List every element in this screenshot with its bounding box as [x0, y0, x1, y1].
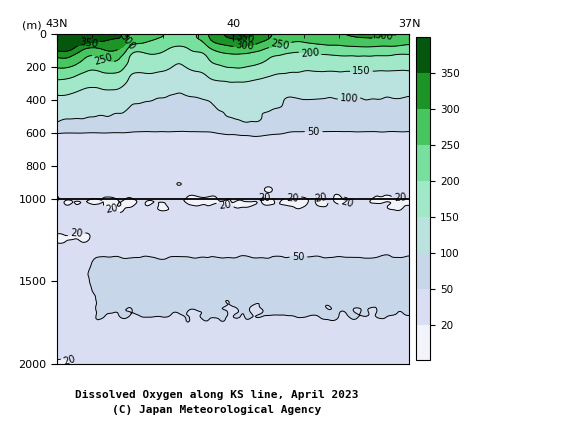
Text: 350: 350 — [79, 37, 99, 49]
Text: 100: 100 — [340, 93, 359, 104]
Text: 300: 300 — [235, 40, 254, 52]
Text: 50: 50 — [292, 252, 304, 262]
Text: 20: 20 — [314, 192, 328, 204]
Text: 20: 20 — [340, 197, 355, 210]
Text: 20: 20 — [394, 193, 407, 203]
Text: 50: 50 — [307, 126, 320, 137]
Text: 350: 350 — [235, 31, 255, 45]
Text: Dissolved Oxygen along KS line, April 2023: Dissolved Oxygen along KS line, April 20… — [75, 390, 359, 400]
Text: (C) Japan Meteorological Agency: (C) Japan Meteorological Agency — [112, 405, 321, 415]
Text: 300: 300 — [374, 30, 393, 42]
Text: 150: 150 — [352, 66, 370, 76]
Text: 250: 250 — [270, 38, 290, 52]
Text: 20: 20 — [258, 192, 270, 203]
Text: (m): (m) — [22, 21, 42, 30]
Text: 200: 200 — [300, 47, 320, 59]
Text: 20: 20 — [218, 199, 232, 211]
Text: 20: 20 — [62, 354, 77, 367]
Text: 20: 20 — [105, 203, 119, 215]
Text: 20: 20 — [70, 228, 83, 239]
Text: 300: 300 — [117, 31, 137, 52]
Text: 250: 250 — [93, 52, 113, 66]
Text: 20: 20 — [286, 193, 299, 203]
